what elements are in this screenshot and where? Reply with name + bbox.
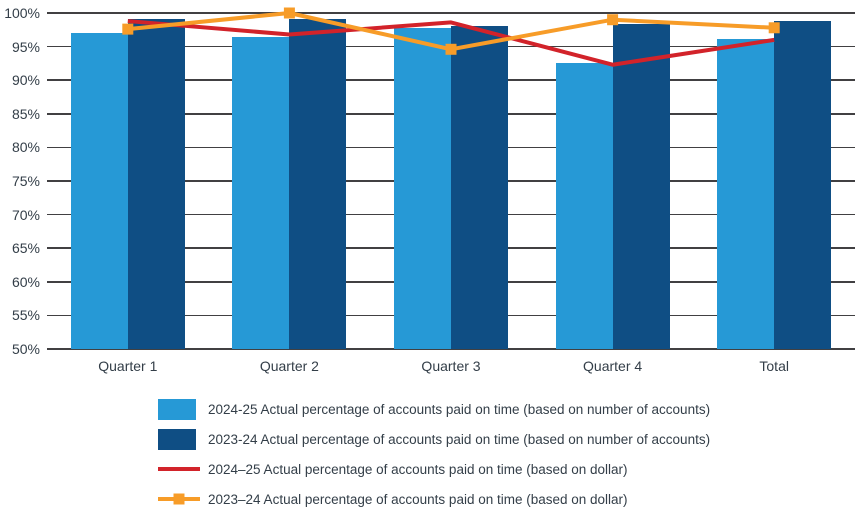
bar-current-year bbox=[232, 36, 290, 349]
color-swatch-icon bbox=[158, 398, 196, 420]
legend-item: 2024–25 Actual percentage of accounts pa… bbox=[158, 454, 710, 484]
legend-label: 2023–24 Actual percentage of accounts pa… bbox=[208, 491, 628, 507]
x-axis-tick-label: Quarter 3 bbox=[421, 358, 481, 374]
y-axis-tick-label: 85% bbox=[11, 105, 40, 122]
bar-current-year bbox=[70, 33, 128, 349]
y-axis-tick-label: 60% bbox=[11, 273, 40, 290]
legend-line-swatch-icon bbox=[158, 493, 208, 505]
x-axis-tick-label: Quarter 2 bbox=[259, 358, 319, 374]
gridline bbox=[47, 12, 855, 14]
legend-bar-swatch-icon bbox=[158, 428, 208, 450]
legend-label: 2024–25 Actual percentage of accounts pa… bbox=[208, 461, 628, 477]
bar-current-year bbox=[717, 38, 775, 349]
y-axis-tick-label: 55% bbox=[11, 307, 40, 324]
legend-label: 2024-25 Actual percentage of accounts pa… bbox=[208, 401, 711, 417]
y-axis-tick-label: 90% bbox=[11, 72, 40, 89]
line-swatch-icon bbox=[158, 467, 200, 471]
bar-prior-year bbox=[127, 19, 185, 349]
legend: 2024-25 Actual percentage of accounts pa… bbox=[158, 394, 710, 514]
y-axis-tick-label: 70% bbox=[11, 206, 40, 223]
y-axis-tick-label: 100% bbox=[4, 5, 40, 21]
bar-prior-year bbox=[612, 24, 670, 349]
y-axis-tick-label: 50% bbox=[11, 341, 40, 357]
square-marker-icon bbox=[173, 493, 185, 505]
x-axis-tick-label: Total bbox=[759, 358, 789, 374]
y-axis-tick-label: 80% bbox=[11, 139, 40, 156]
legend-label: 2023-24 Actual percentage of accounts pa… bbox=[208, 431, 711, 447]
y-axis-tick-label: 65% bbox=[11, 240, 40, 257]
bar-prior-year bbox=[451, 25, 508, 349]
gridline bbox=[47, 348, 855, 350]
line-swatch-icon bbox=[158, 493, 200, 505]
legend-item: 2024-25 Actual percentage of accounts pa… bbox=[158, 394, 710, 424]
bar-current-year bbox=[394, 28, 451, 349]
legend-bar-swatch-icon bbox=[158, 398, 208, 420]
bar-prior-year bbox=[774, 21, 832, 349]
x-axis-tick-label: Quarter 4 bbox=[583, 358, 643, 374]
legend-item: 2023-24 Actual percentage of accounts pa… bbox=[158, 424, 710, 454]
bar-prior-year bbox=[289, 19, 347, 349]
color-swatch-icon bbox=[158, 428, 196, 450]
legend-line-swatch-icon bbox=[158, 467, 208, 471]
bar-current-year bbox=[555, 63, 613, 349]
x-axis-tick-label: Quarter 1 bbox=[98, 358, 158, 374]
legend-item: 2023–24 Actual percentage of accounts pa… bbox=[158, 484, 710, 514]
y-axis-tick-label: 75% bbox=[11, 173, 40, 189]
y-axis-tick-label: 95% bbox=[11, 38, 40, 55]
